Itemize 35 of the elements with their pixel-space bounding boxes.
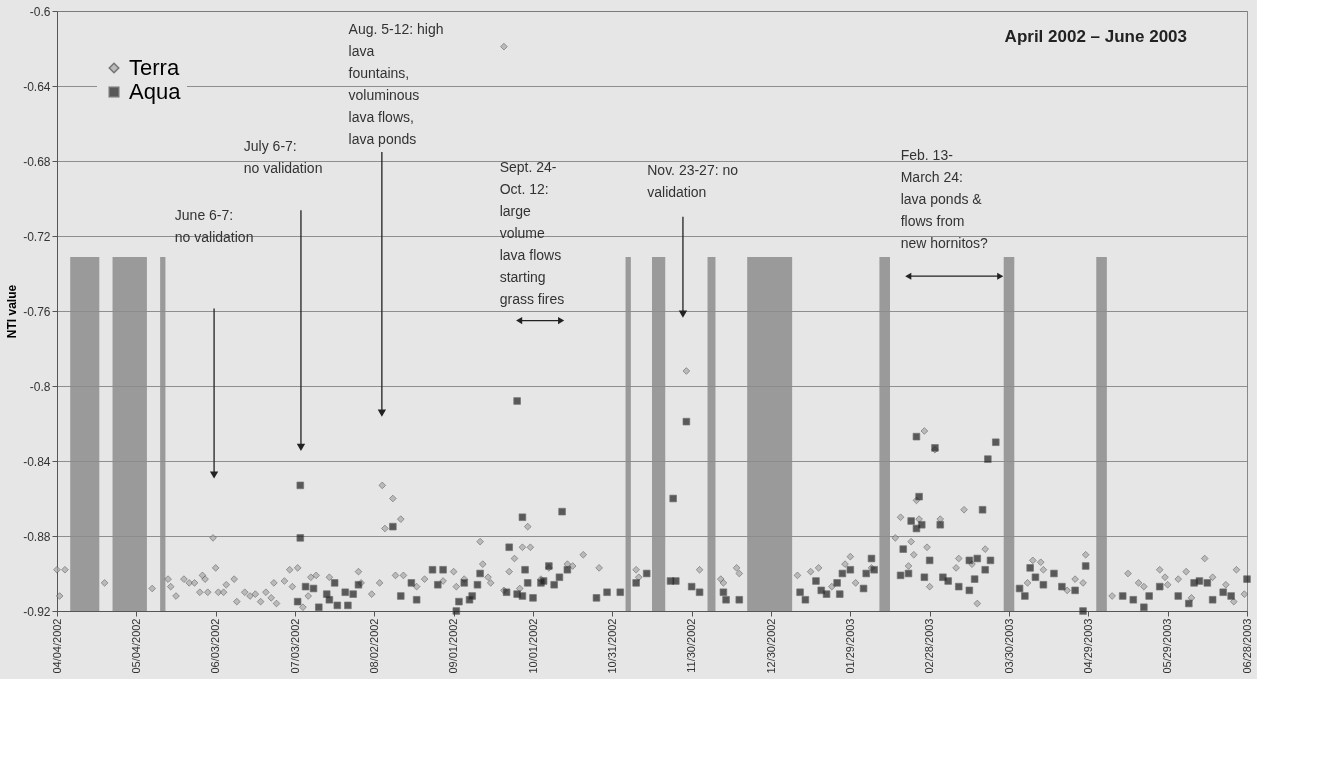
x-tick-label: 10/31/2002	[605, 618, 618, 674]
x-tick-label: 10/01/2002	[526, 618, 539, 674]
annotation: June 6-7: no validation	[174, 207, 254, 245]
y-tick-label: -0.92	[23, 604, 51, 619]
legend-label: Aqua	[129, 79, 182, 104]
x-tick-label: 06/03/2002	[209, 618, 222, 674]
annotation: Nov. 23-27: no validation	[647, 162, 739, 200]
y-tick-label: -0.64	[23, 79, 51, 94]
annotation: Feb. 13- March 24: lava ponds & flows from new hornitos?	[900, 147, 989, 251]
y-tick-label: -0.8	[29, 379, 51, 394]
x-tick-label: 03/30/2003	[1002, 618, 1015, 674]
y-tick-label: -0.76	[23, 304, 51, 319]
annotation: Aug. 5-12: high lava fountains, voluminous lava flows, lava ponds	[348, 21, 444, 147]
x-tick-label: 12/30/2002	[764, 618, 777, 674]
x-tick-label: 05/04/2002	[129, 618, 142, 674]
x-tick-label: 07/03/2002	[288, 618, 301, 674]
x-tick-label: 06/28/2003	[1240, 618, 1253, 674]
y-tick-label: -0.88	[23, 529, 51, 544]
x-tick-label: 08/02/2002	[367, 618, 380, 674]
y-tick-label: -0.72	[23, 229, 51, 244]
x-tick-label: 02/28/2003	[923, 618, 936, 674]
x-tick-label: 04/04/2002	[50, 618, 63, 674]
x-tick-label: 09/01/2002	[447, 618, 460, 674]
x-tick-label: 11/30/2002	[685, 618, 698, 673]
y-axis-title: NTI value	[5, 284, 20, 339]
legend-label: Terra	[129, 55, 180, 80]
x-tick-label: 05/29/2003	[1161, 618, 1174, 674]
annotation: Sept. 24- Oct. 12: large volume lava flows starting grass fires	[499, 159, 565, 307]
y-tick-label: -0.84	[23, 454, 51, 469]
y-tick-label: -0.68	[23, 154, 51, 169]
y-tick-label: -0.6	[29, 4, 51, 19]
x-tick-label: 04/29/2003	[1081, 618, 1094, 674]
annotation: July 6-7: no validation	[243, 138, 323, 176]
text: April 2002 – June 2003	[1004, 27, 1187, 46]
x-tick-label: 01/29/2003	[843, 618, 856, 674]
